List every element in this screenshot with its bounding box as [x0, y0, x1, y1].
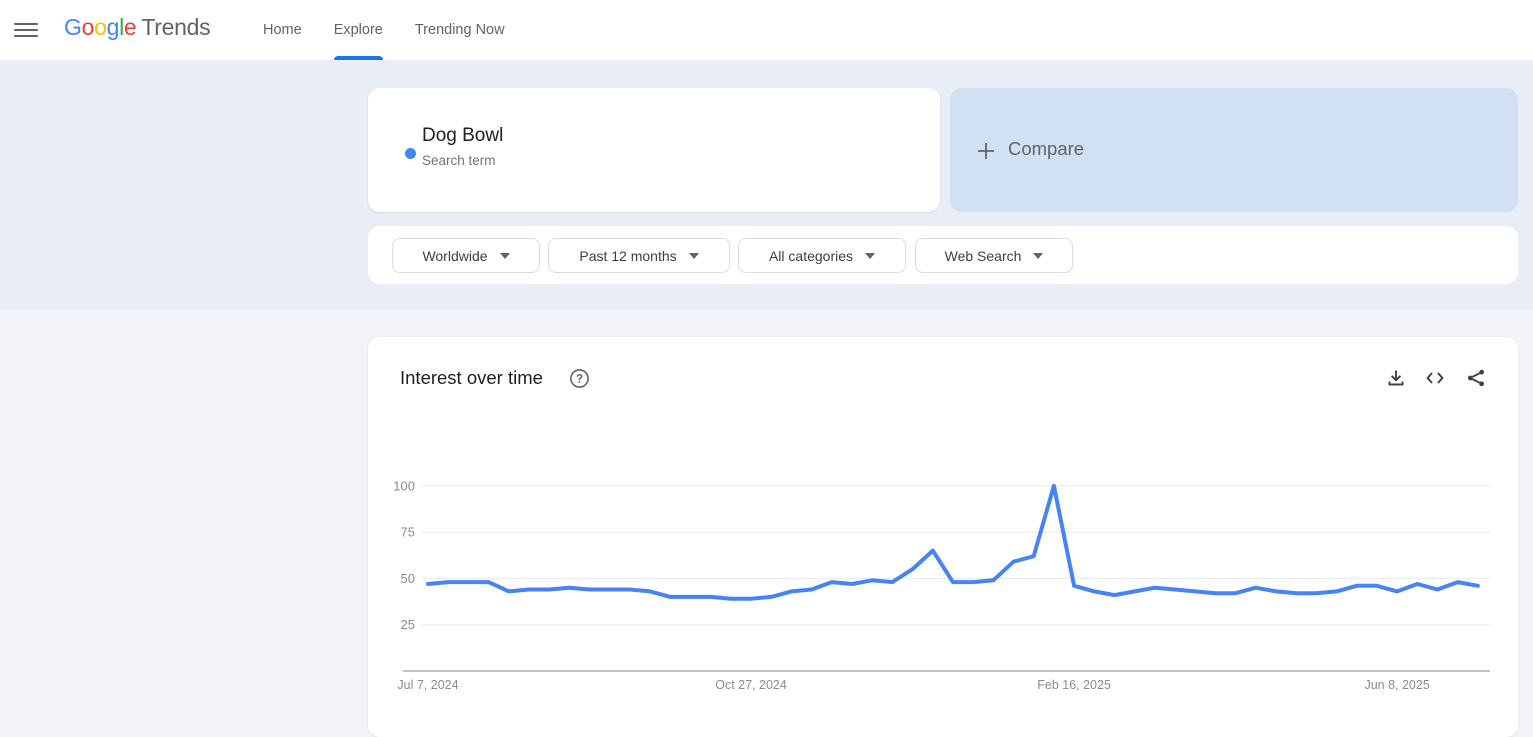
filters-bar: Worldwide Past 12 months All categories …: [368, 226, 1518, 284]
svg-text:?: ?: [576, 374, 583, 386]
logo-google: Google: [64, 14, 137, 40]
chevron-down-icon: [1033, 252, 1044, 259]
chevron-down-icon: [865, 252, 876, 259]
share-icon[interactable]: [1465, 367, 1487, 389]
top-app-bar: Google Trends Home Explore Trending Now: [0, 0, 1533, 60]
geo-filter-dropdown[interactable]: Worldwide: [392, 238, 540, 273]
svg-text:Jul 7, 2024: Jul 7, 2024: [397, 678, 458, 692]
svg-text:75: 75: [401, 525, 415, 540]
download-icon[interactable]: [1385, 367, 1407, 389]
chevron-down-icon: [688, 252, 699, 259]
add-comparison-card[interactable]: Compare: [950, 88, 1518, 212]
interest-over-time-chart: 100 75 50 25 Jul 7, 2024 Oct 27, 2024 Feb 16, …: [393, 478, 1490, 692]
active-tab-underline: [333, 56, 383, 60]
svg-text:Oct 27, 2024: Oct 27, 2024: [715, 678, 787, 692]
embed-icon[interactable]: [1424, 367, 1446, 389]
primary-nav: Home Explore Trending Now: [263, 0, 505, 60]
search-term-card[interactable]: Dog Bowl Search term: [368, 88, 940, 212]
nav-tab-trending-now[interactable]: Trending Now: [414, 22, 505, 38]
search-type-filter-dropdown[interactable]: Web Search: [915, 238, 1073, 273]
chevron-down-icon: [499, 252, 510, 259]
compare-label: Compare: [1008, 138, 1085, 159]
nav-tab-explore[interactable]: Explore: [333, 0, 383, 60]
search-term-text: Dog Bowl: [422, 125, 504, 146]
time-filter-dropdown[interactable]: Past 12 months: [548, 238, 730, 273]
nav-tab-home[interactable]: Home: [263, 22, 302, 38]
svg-text:25: 25: [401, 617, 415, 632]
hamburger-menu-icon[interactable]: [13, 19, 39, 41]
google-trends-logo[interactable]: Google Trends: [64, 14, 211, 41]
search-term-type: Search term: [422, 153, 496, 168]
svg-text:50: 50: [401, 571, 415, 586]
interest-over-time-card: Interest over time ? 100 75 50 25 Jul 7, 202…: [368, 337, 1518, 737]
chart-title: Interest over time: [400, 367, 543, 388]
svg-text:100: 100: [393, 478, 415, 493]
category-filter-dropdown[interactable]: All categories: [738, 238, 906, 273]
help-icon[interactable]: ?: [569, 368, 590, 389]
svg-text:Jun 8, 2025: Jun 8, 2025: [1364, 678, 1429, 692]
svg-text:Feb 16, 2025: Feb 16, 2025: [1037, 678, 1111, 692]
plus-icon: [978, 143, 994, 159]
logo-product: Trends: [141, 14, 211, 40]
series-color-dot: [405, 148, 416, 159]
